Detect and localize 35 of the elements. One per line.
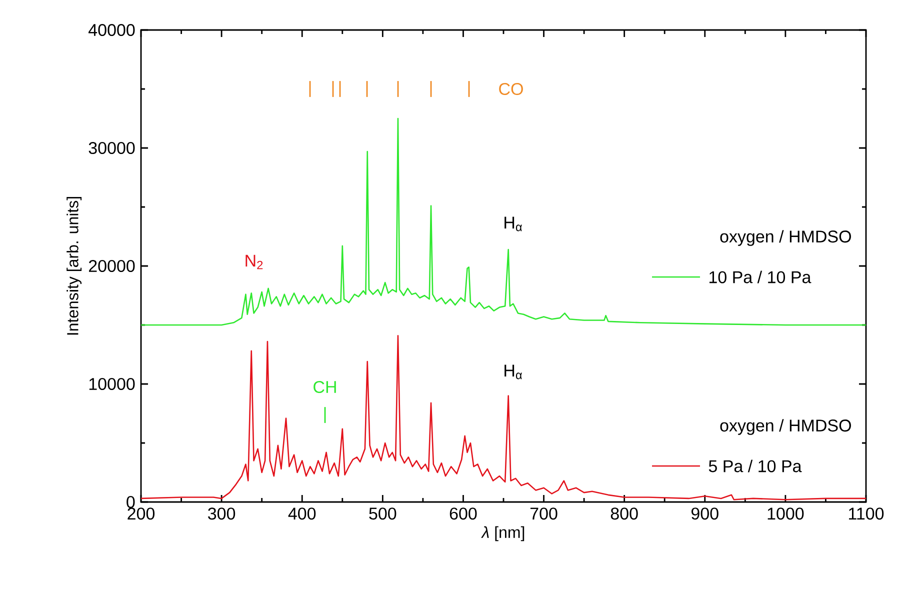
annotation: | — [397, 81, 399, 97]
annotation: | — [324, 407, 326, 423]
annotation: N$_{2}$ — [246, 254, 263, 270]
x-tick-label: 200 — [128, 508, 155, 520]
x-tick-label: 600 — [450, 508, 477, 520]
x-tick-label: 300 — [208, 508, 236, 520]
annotation: | — [339, 81, 341, 97]
y-tick-label: 40000 — [88, 24, 135, 36]
x-tick-label: 1000 — [768, 508, 804, 520]
x-tick-label: 700 — [530, 508, 558, 520]
y-tick-label: 10000 — [89, 378, 135, 390]
legend-title: oxygen / HMDSO — [720, 230, 851, 246]
text: oxygen / HMDSO — [720, 419, 851, 435]
x-tick-label: 500 — [369, 508, 396, 520]
annotation: H$_{α}$ — [504, 364, 522, 380]
line-series — [140, 334, 867, 500]
annotation: CH — [314, 380, 336, 394]
y-tick-label: 20000 — [88, 260, 135, 272]
x-tick-label: 1100 — [849, 508, 884, 520]
annotation: | — [309, 81, 311, 97]
annotation: | — [430, 81, 432, 97]
y-tick-label: 30000 — [88, 142, 135, 154]
annotation: | — [468, 81, 470, 97]
annotation: | — [366, 81, 368, 97]
x-axis-title: λ [nm] — [481, 526, 524, 542]
x-tick-label: 400 — [288, 508, 316, 520]
x-tick-label: 900 — [692, 508, 718, 520]
y-axis-title: Intensity [arb. units] — [66, 197, 82, 335]
annotation: H$_{α}$ — [504, 216, 522, 232]
y-tick-label: 0 — [126, 496, 135, 508]
annotation: | — [332, 81, 334, 97]
x-tick-label: 800 — [610, 508, 638, 520]
legend-label: 5 Pa / 10 Pa — [708, 460, 802, 472]
legend-label: 10 Pa / 10 Pa — [710, 270, 812, 284]
annotation: CO — [499, 82, 523, 96]
